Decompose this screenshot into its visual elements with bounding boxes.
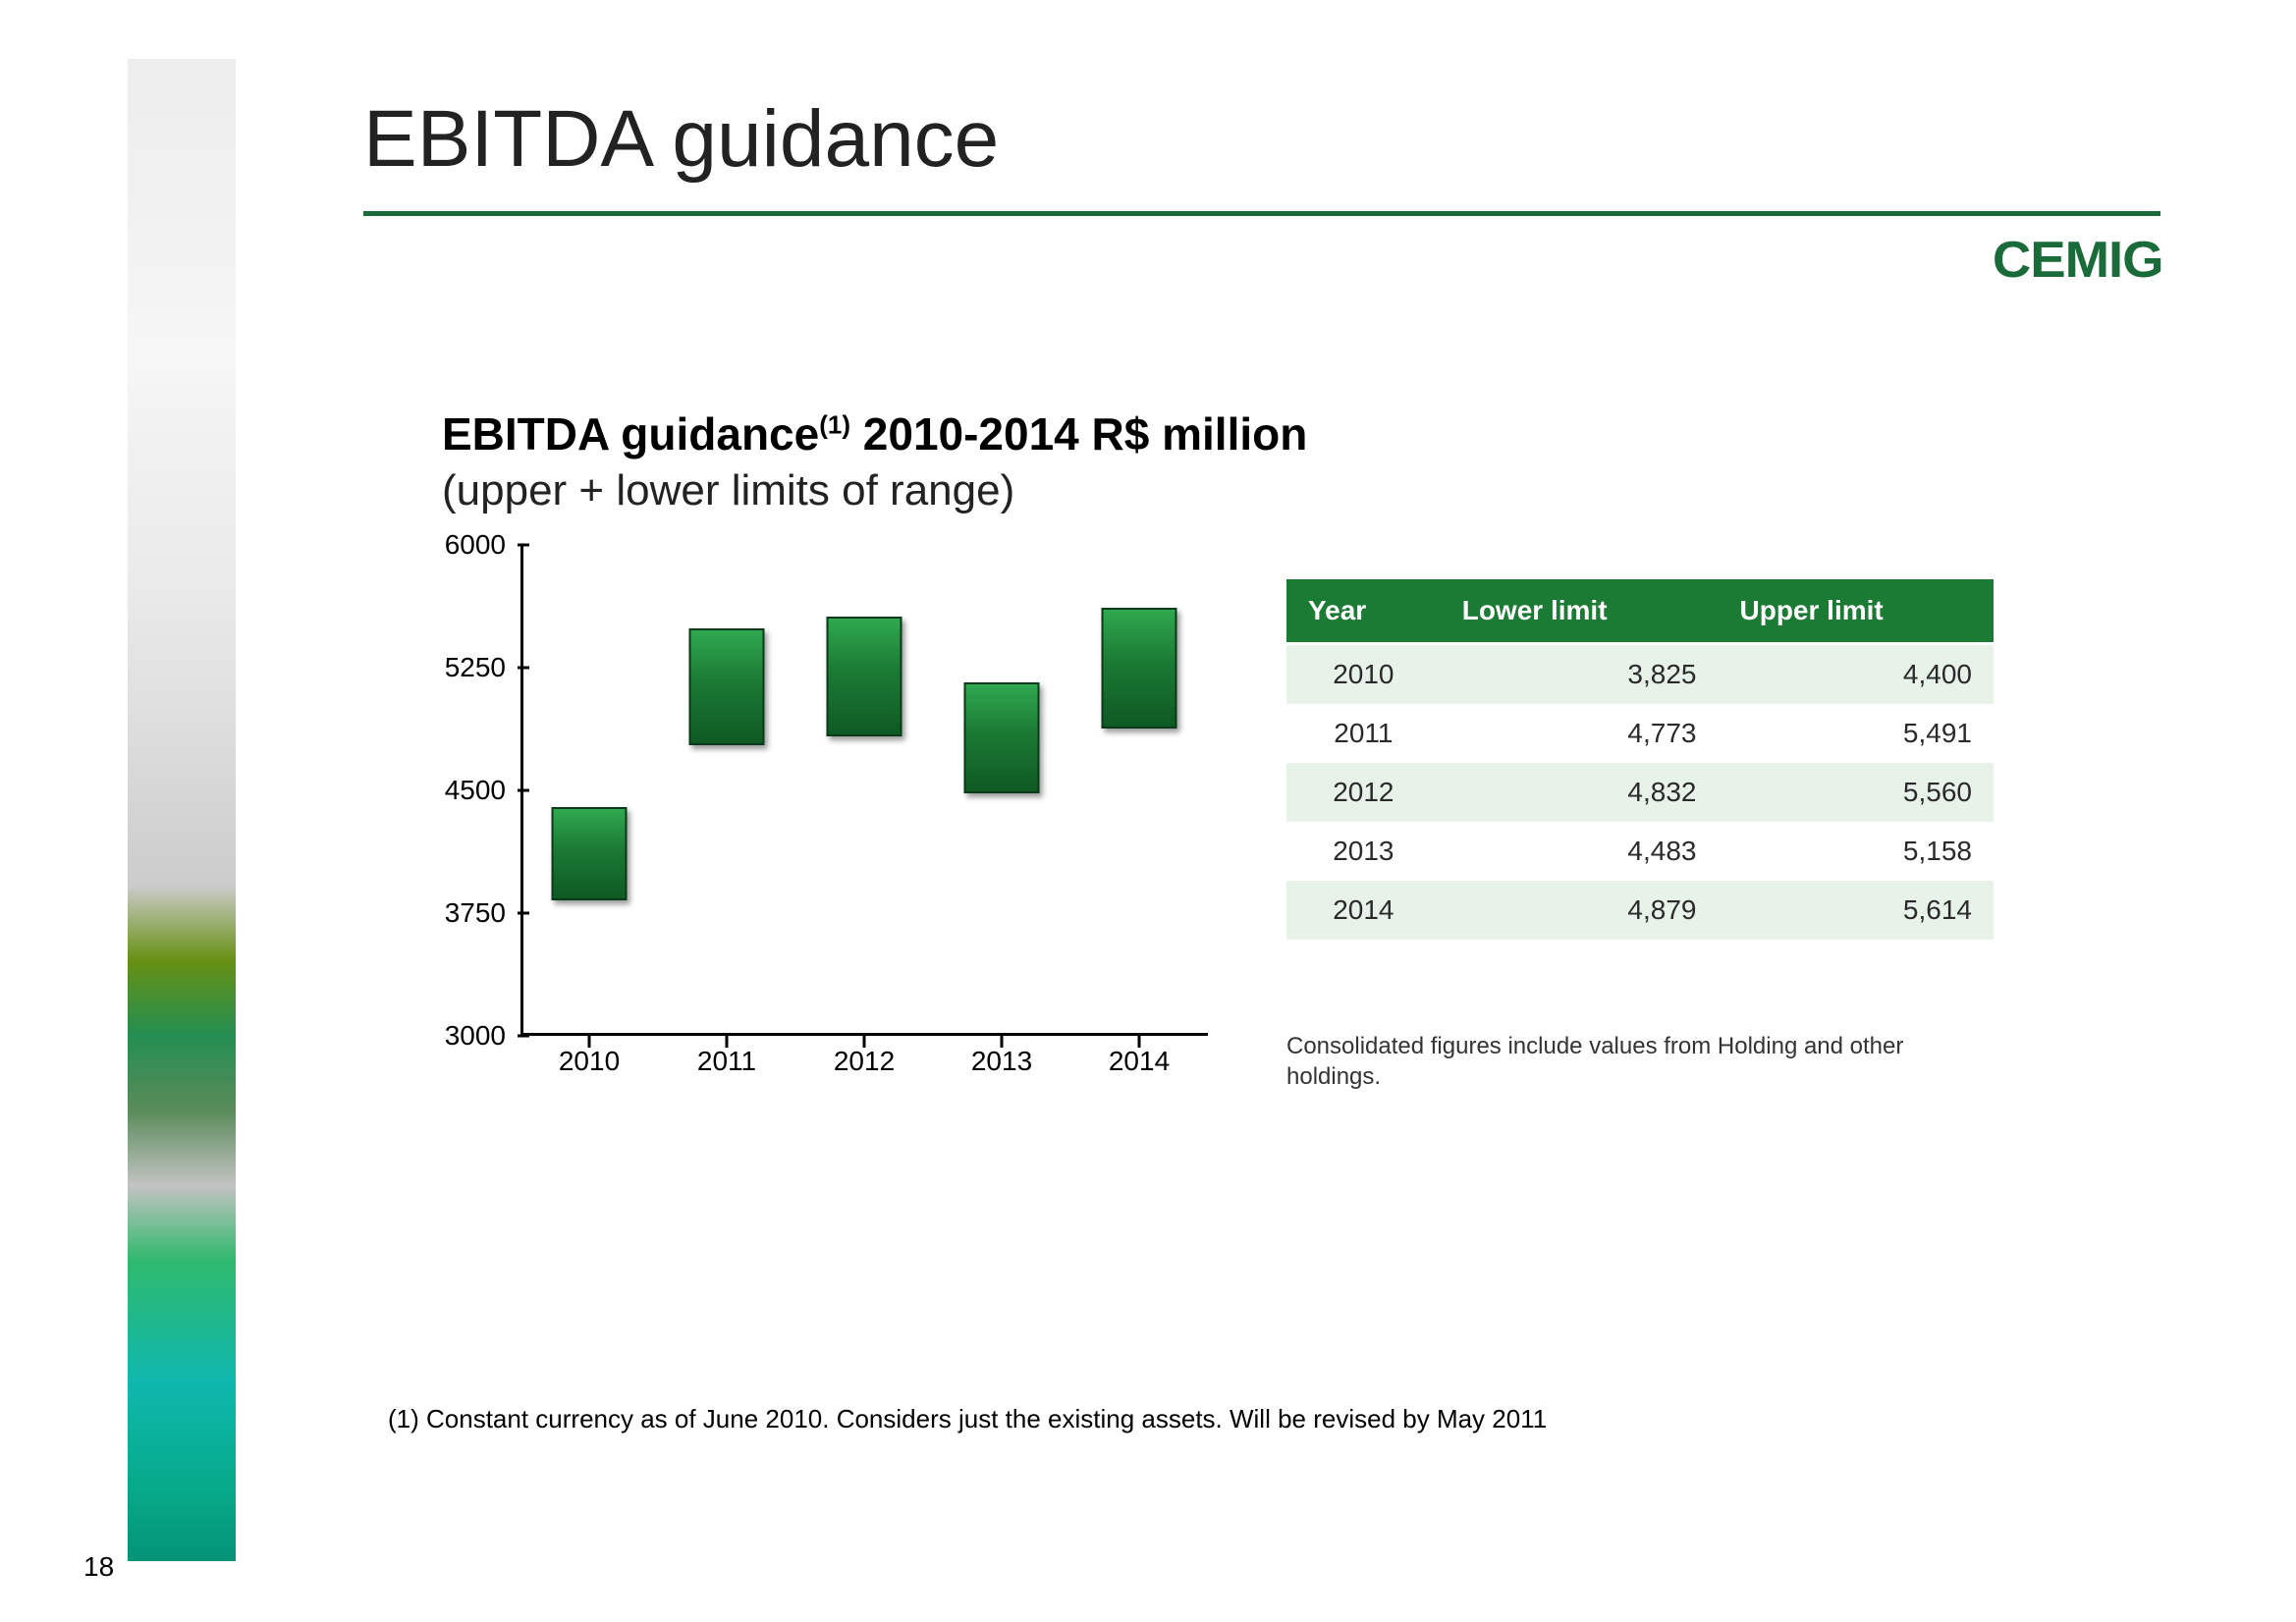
- y-tick-mark: [518, 912, 529, 915]
- chart-title-sup: (1): [819, 410, 850, 440]
- x-tick-label: 2014: [1109, 1046, 1170, 1077]
- cell-upper: 5,491: [1719, 704, 1995, 763]
- cell-year: 2014: [1286, 881, 1441, 940]
- x-tick-label: 2012: [834, 1046, 895, 1077]
- y-tick-label: 4500: [417, 775, 506, 806]
- decorative-side-image: [128, 59, 236, 1561]
- col-lower: Lower limit: [1441, 579, 1719, 644]
- table-row: 20103,8254,400: [1286, 644, 1994, 705]
- cell-upper: 5,560: [1719, 763, 1995, 822]
- slide: 18 EBITDA guidance CEMIG EBITDA guidance…: [0, 0, 2296, 1622]
- chart-subtitle: (upper + lower limits of range): [442, 466, 1014, 515]
- y-tick-label: 3750: [417, 897, 506, 929]
- cell-year: 2012: [1286, 763, 1441, 822]
- cell-lower: 4,879: [1441, 881, 1719, 940]
- title-underline: [363, 211, 2160, 216]
- y-tick-mark: [518, 789, 529, 792]
- table-footnote: Consolidated figures include values from…: [1286, 1031, 1994, 1092]
- range-bar: [1102, 608, 1177, 729]
- col-upper: Upper limit: [1719, 579, 1995, 644]
- cell-upper: 5,158: [1719, 822, 1995, 881]
- range-bar: [689, 628, 765, 746]
- slide-footnote: (1) Constant currency as of June 2010. C…: [388, 1404, 1547, 1434]
- x-tick-mark: [726, 1036, 729, 1048]
- x-tick-label: 2011: [697, 1046, 756, 1077]
- y-tick-label: 5250: [417, 652, 506, 683]
- y-tick-label: 3000: [417, 1020, 506, 1052]
- floating-bar-chart: 3000375045005250600020102011201220132014: [442, 545, 1208, 1095]
- range-bar: [552, 807, 628, 901]
- cell-lower: 3,825: [1441, 644, 1719, 705]
- chart-title: EBITDA guidance(1) 2010-2014 R$ million: [442, 407, 1307, 460]
- col-year: Year: [1286, 579, 1441, 644]
- cell-lower: 4,483: [1441, 822, 1719, 881]
- chart-title-suffix: 2010-2014 R$ million: [850, 408, 1307, 460]
- page-title: EBITDA guidance: [363, 93, 999, 186]
- y-tick-mark: [518, 544, 529, 547]
- x-tick-mark: [863, 1036, 866, 1048]
- table-row: 20114,7735,491: [1286, 704, 1994, 763]
- logo-text: CEMIG: [1992, 231, 2162, 290]
- cell-lower: 4,832: [1441, 763, 1719, 822]
- range-bar: [964, 682, 1040, 793]
- x-tick-label: 2013: [971, 1046, 1032, 1077]
- cell-year: 2013: [1286, 822, 1441, 881]
- page-number: 18: [83, 1551, 114, 1583]
- chart-title-prefix: EBITDA guidance: [442, 408, 819, 460]
- table-header-row: Year Lower limit Upper limit: [1286, 579, 1994, 644]
- x-tick-mark: [1138, 1036, 1141, 1048]
- x-tick-label: 2010: [559, 1046, 620, 1077]
- y-tick-label: 6000: [417, 529, 506, 561]
- x-tick-mark: [1001, 1036, 1004, 1048]
- guidance-table: Year Lower limit Upper limit 20103,8254,…: [1286, 579, 1994, 940]
- cell-year: 2011: [1286, 704, 1441, 763]
- table-row: 20134,4835,158: [1286, 822, 1994, 881]
- y-tick-mark: [518, 667, 529, 670]
- x-tick-mark: [588, 1036, 591, 1048]
- cell-upper: 5,614: [1719, 881, 1995, 940]
- range-bar: [827, 617, 902, 735]
- cell-upper: 4,400: [1719, 644, 1995, 705]
- table-row: 20124,8325,560: [1286, 763, 1994, 822]
- table-body: 20103,8254,40020114,7735,49120124,8325,5…: [1286, 644, 1994, 941]
- cemig-logo: CEMIG: [1996, 231, 2159, 290]
- y-tick-mark: [518, 1035, 529, 1038]
- cell-lower: 4,773: [1441, 704, 1719, 763]
- table-row: 20144,8795,614: [1286, 881, 1994, 940]
- cell-year: 2010: [1286, 644, 1441, 705]
